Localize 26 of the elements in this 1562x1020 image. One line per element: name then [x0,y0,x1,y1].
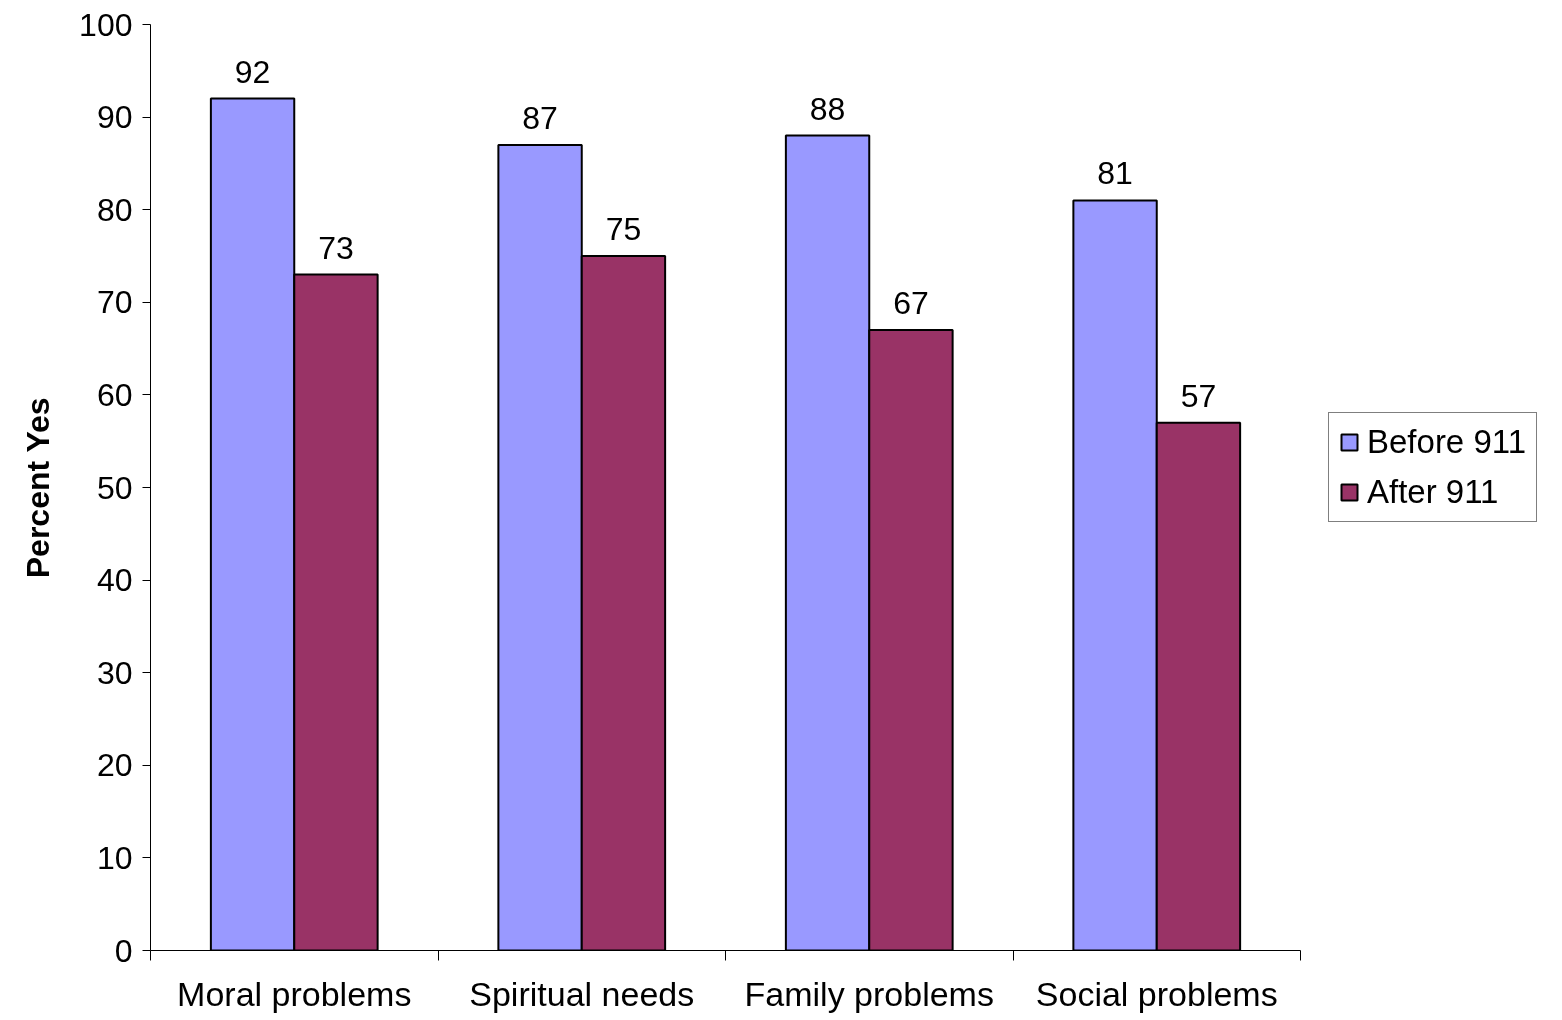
y-tick-label: 50 [96,469,133,506]
x-tick-label: Family problems [744,974,994,1013]
x-tick-label: Moral problems [177,974,412,1013]
y-tick-label: 60 [96,376,133,413]
legend-label: After 911 [1367,473,1499,511]
y-tick-label: 0 [114,932,133,969]
y-tick-label: 70 [96,284,133,321]
x-tick-label: Social problems [1035,974,1278,1013]
y-tick-label: 100 [79,6,133,43]
data-label: 88 [809,90,846,127]
y-tick-label: 30 [96,654,133,691]
data-label: 75 [605,211,642,247]
y-tick-label: 10 [96,839,133,876]
y-tick-label: 80 [96,191,133,228]
data-label: 57 [1180,377,1217,414]
data-label: 67 [893,285,929,322]
data-label: 73 [318,229,354,266]
x-tick-label: Spiritual needs [469,974,695,1013]
data-label: 81 [1097,155,1133,192]
data-label: 92 [234,53,271,90]
legend-label: Before 911 [1367,423,1527,461]
y-tick-label: 90 [96,99,133,136]
data-label: 87 [522,99,558,136]
y-axis-title: Percent Yes [20,397,57,579]
y-tick-label: 40 [96,562,133,599]
y-tick-label: 20 [96,747,133,784]
